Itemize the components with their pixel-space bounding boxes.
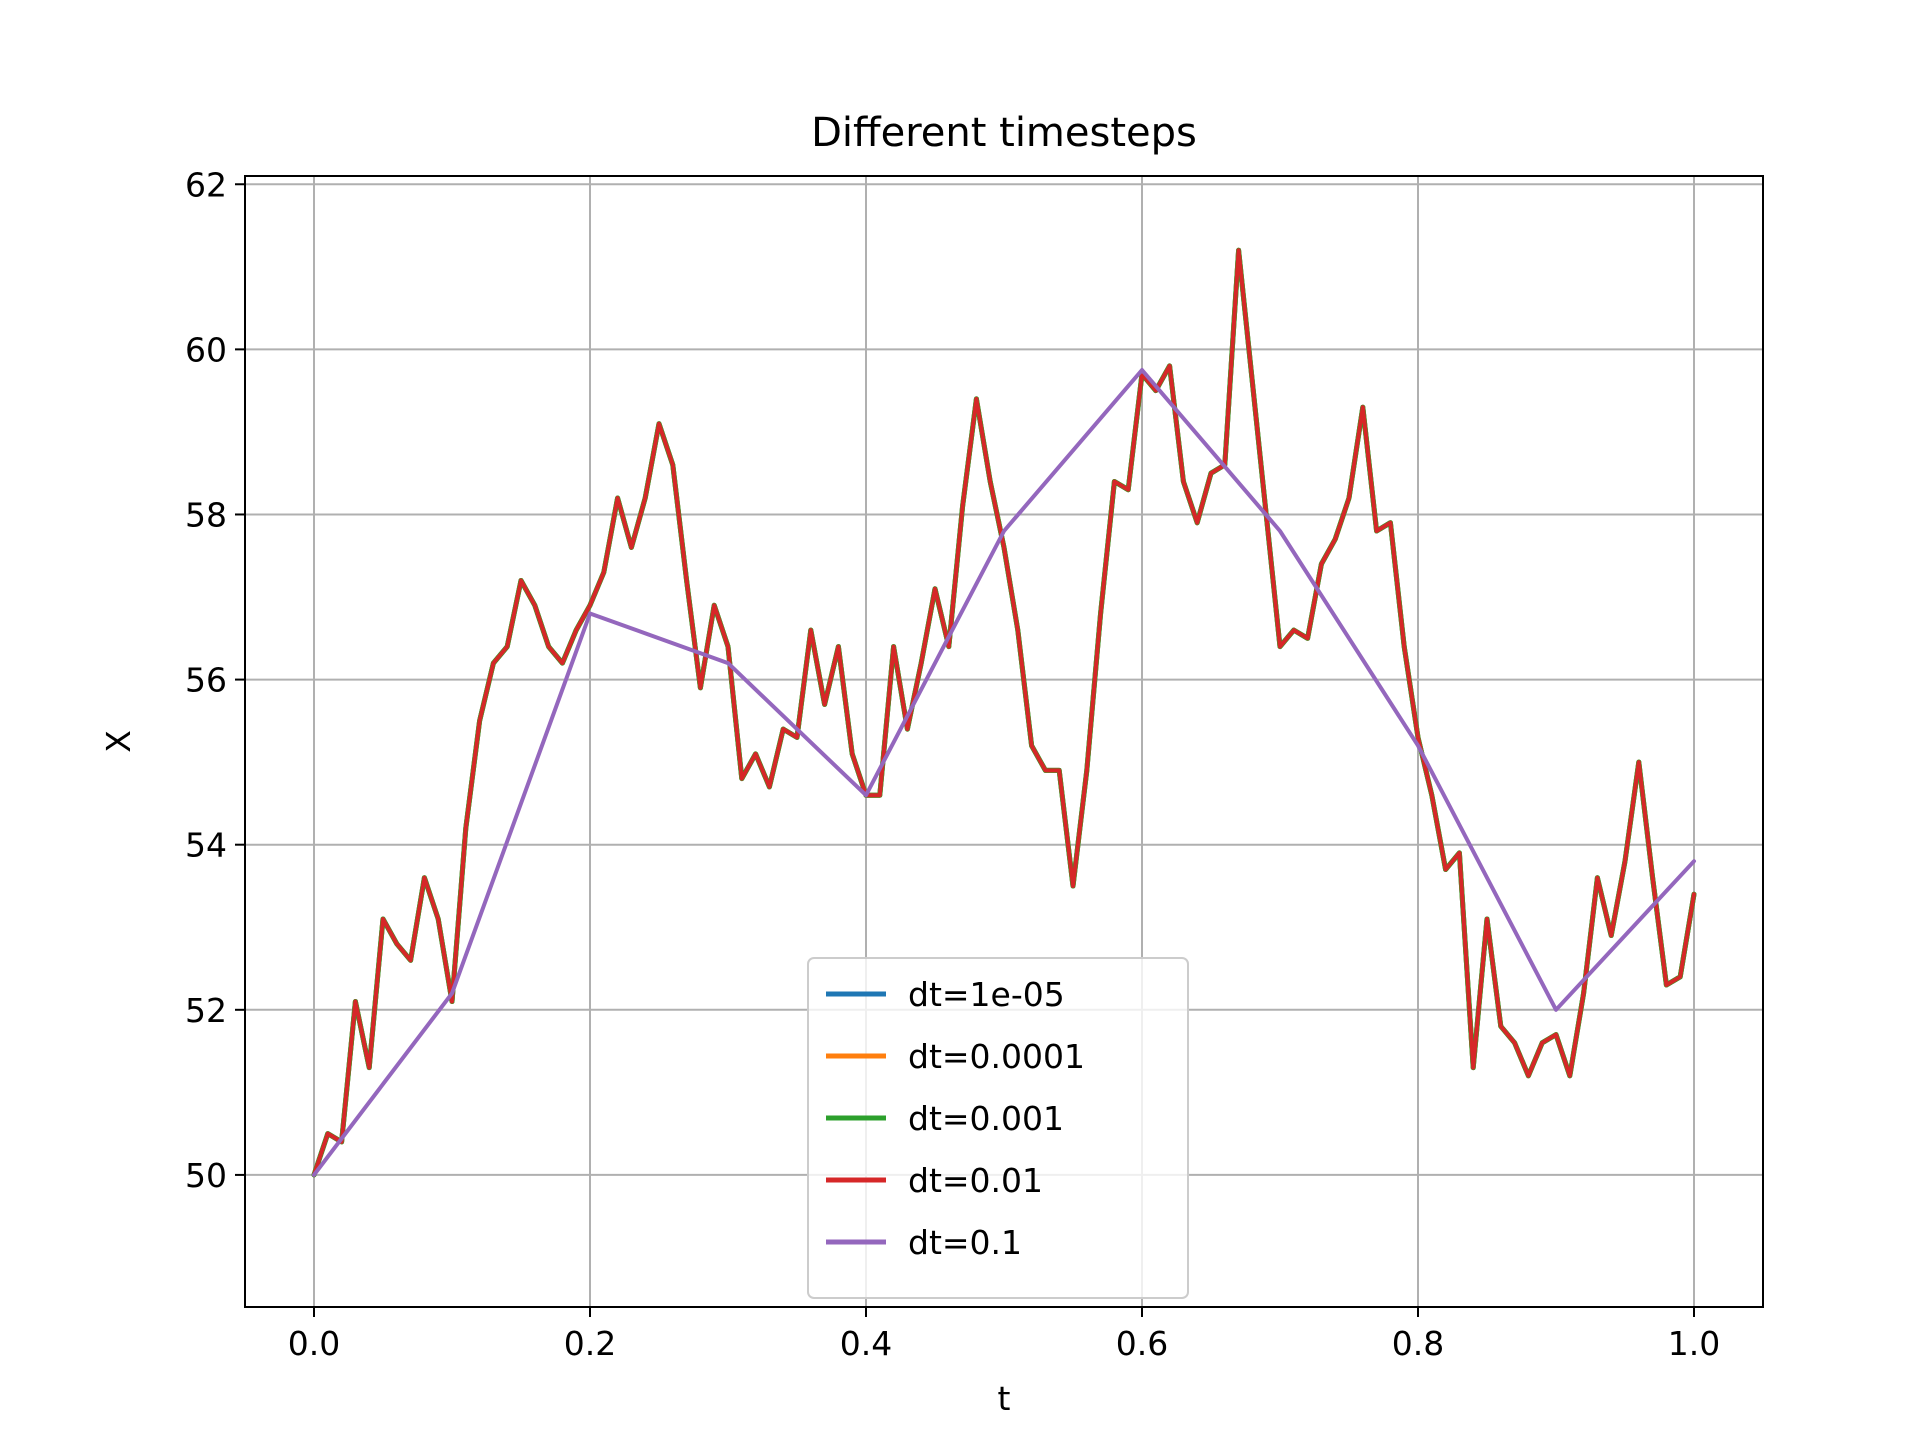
y-axis-ticks: 50 52 54 56 58 60 62 [185,165,245,1195]
y-tick-label: 52 [185,991,227,1030]
y-tick-label: 54 [185,826,227,865]
legend-label: dt=1e-05 [908,975,1065,1014]
legend-box [807,957,1189,1299]
series-line-dt-0-01 [312,248,1696,1177]
x-axis-label: t [998,1379,1011,1418]
y-tick-label: 58 [185,495,227,534]
x-tick-label: 1.0 [1668,1324,1720,1363]
y-tick-label: 50 [185,1156,227,1195]
x-tick-label: 0.4 [840,1324,892,1363]
x-tick-label: 0.8 [1392,1324,1444,1363]
series-line-dt-0-1 [312,368,1696,1177]
x-tick-label: 0.6 [1116,1324,1168,1363]
legend-label: dt=0.0001 [908,1037,1085,1076]
y-axis-label: X [99,730,138,753]
grid-lines [245,176,1763,1307]
series-lines [311,247,1697,1178]
x-tick-label: 0.0 [288,1324,340,1363]
legend-label: dt=0.001 [908,1099,1064,1138]
legend: dt=1e-05 dt=0.0001 dt=0.001 dt=0.01 dt=0.1 [807,957,1189,1299]
plot-frame [244,175,1764,1308]
x-axis-ticks: 0.0 0.2 0.4 0.6 0.8 1.0 [288,1307,1720,1363]
legend-label: dt=0.1 [908,1223,1022,1262]
x-tick-label: 0.2 [564,1324,616,1363]
y-tick-label: 56 [185,661,227,700]
legend-label: dt=0.01 [908,1161,1043,1200]
chart-title: Different timesteps [811,110,1197,156]
y-tick-label: 60 [185,330,227,369]
y-tick-label: 62 [185,165,227,204]
